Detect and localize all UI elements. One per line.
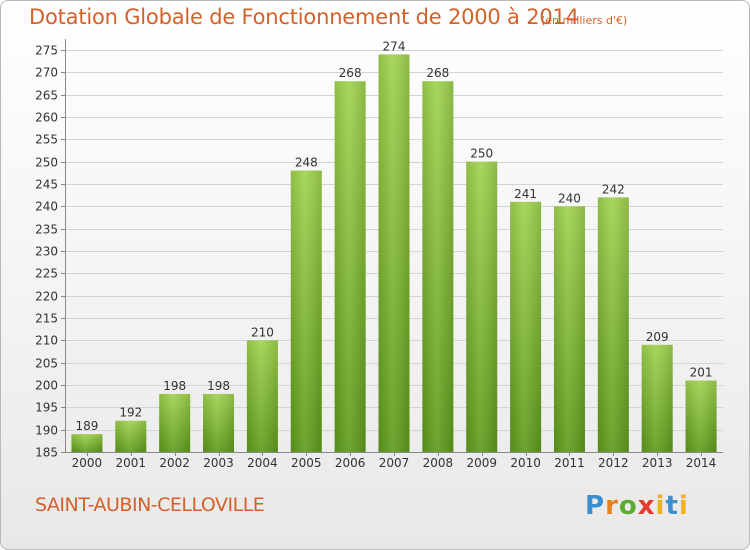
y-tick-label: 185	[35, 446, 58, 460]
y-tick-label: 235	[35, 223, 58, 237]
bar-value-label: 198	[163, 379, 186, 393]
y-tick-label: 200	[35, 379, 58, 393]
bar-shade	[290, 170, 322, 452]
bar-value-label: 268	[339, 66, 362, 80]
bar-value-label: 241	[514, 187, 537, 201]
bar-2008	[422, 81, 454, 453]
bar-2004	[246, 340, 278, 452]
bar-2002	[159, 393, 191, 452]
axes: 185 190 195 200 205 210 215 220 225 230 235 240 245 2…	[35, 39, 723, 460]
bar-2011	[553, 206, 585, 452]
bar-shade	[553, 206, 585, 452]
bar-value-label: 210	[251, 325, 274, 339]
bar-value-label: 274	[383, 39, 406, 53]
x-tick-label: 2004	[247, 456, 278, 470]
bar-2001	[115, 420, 147, 452]
labels: 189 2000 192 2001 198 2002 198 2003 210 2004 248 20…	[72, 39, 717, 470]
y-tick-label: 210	[35, 334, 58, 348]
bar-shade	[378, 54, 410, 453]
bar-value-label: 248	[295, 156, 318, 170]
x-tick-label: 2007	[379, 456, 410, 470]
bar-value-label: 250	[470, 147, 493, 161]
y-tick-label: 275	[35, 44, 58, 58]
bar-shade	[115, 420, 147, 452]
y-tick-label: 195	[35, 401, 58, 415]
city-name: SAINT-AUBIN-CELLOVILLE	[35, 494, 265, 516]
bar-2003	[203, 393, 235, 452]
bar-shade	[685, 380, 717, 452]
y-tick-label: 270	[35, 66, 58, 80]
x-tick-label: 2013	[642, 456, 673, 470]
bar-shade	[203, 393, 235, 452]
bar-2006	[334, 81, 366, 453]
bar-2005	[290, 170, 322, 452]
y-tick-label: 220	[35, 290, 58, 304]
x-tick-label: 2009	[466, 456, 497, 470]
bar-value-label: 209	[646, 330, 669, 344]
bar-shade	[510, 201, 542, 452]
bar-value-label: 201	[690, 366, 713, 380]
y-tick-label: 255	[35, 133, 58, 147]
y-tick-label: 250	[35, 156, 58, 170]
bars	[71, 54, 717, 453]
x-tick-label: 2011	[554, 456, 585, 470]
bar-2007	[378, 54, 410, 453]
x-tick-label: 2014	[686, 456, 717, 470]
proxiti-logo[interactable]: Proxiti	[585, 491, 689, 521]
y-tick-label: 225	[35, 267, 58, 281]
bar-value-label: 198	[207, 379, 230, 393]
bar-value-label: 189	[75, 419, 98, 433]
bar-shade	[159, 393, 191, 452]
bar-2000	[71, 434, 103, 452]
bar-2009	[466, 161, 498, 452]
bar-2010	[510, 201, 542, 452]
bar-2014	[685, 380, 717, 452]
x-tick-label: 2001	[116, 456, 147, 470]
chart-unit: (en milliers d'€)	[541, 14, 628, 27]
bar-shade	[641, 344, 673, 452]
y-tick-label: 205	[35, 357, 58, 371]
y-tick-label: 190	[35, 424, 58, 438]
x-tick-label: 2006	[335, 456, 366, 470]
y-tick-label: 260	[35, 111, 58, 125]
x-tick-label: 2005	[291, 456, 322, 470]
bar-value-label: 192	[119, 406, 142, 420]
bar-value-label: 240	[558, 191, 581, 205]
x-tick-label: 2000	[72, 456, 103, 470]
bar-value-label: 268	[426, 66, 449, 80]
bar-shade	[334, 81, 366, 453]
x-tick-label: 2012	[598, 456, 629, 470]
bar-2012	[597, 197, 629, 452]
bar-shade	[422, 81, 454, 453]
x-tick-label: 2003	[203, 456, 234, 470]
x-tick-label: 2002	[159, 456, 190, 470]
y-tick-label: 240	[35, 200, 58, 214]
bar-shade	[71, 434, 103, 452]
y-tick-label: 215	[35, 312, 58, 326]
bar-2013	[641, 344, 673, 452]
bar-shade	[597, 197, 629, 452]
bar-shade	[246, 340, 278, 452]
bar-shade	[466, 161, 498, 452]
bar-value-label: 242	[602, 182, 625, 196]
chart-title: Dotation Globale de Fonctionnement de 20…	[29, 5, 579, 29]
y-tick-label: 245	[35, 178, 58, 192]
y-tick-label: 265	[35, 89, 58, 103]
x-tick-label: 2008	[423, 456, 454, 470]
y-tick-label: 230	[35, 245, 58, 259]
x-tick-label: 2010	[510, 456, 541, 470]
